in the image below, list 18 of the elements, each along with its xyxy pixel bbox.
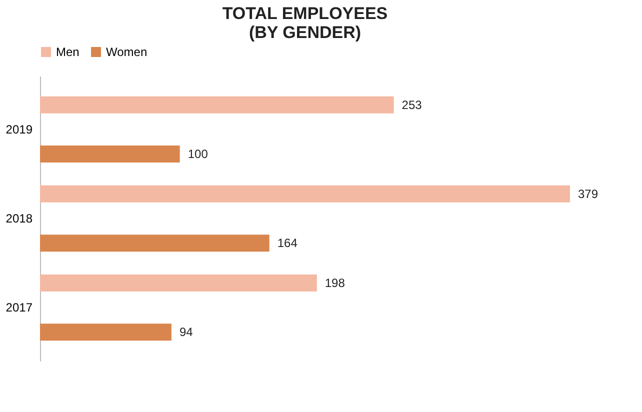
legend-label: Women: [106, 45, 148, 59]
bar: [40, 96, 394, 114]
data-label: 94: [179, 325, 194, 340]
bar: [40, 274, 317, 292]
y-tick-label: 2019: [6, 122, 33, 136]
data-label: 100: [188, 147, 208, 162]
bar: [40, 324, 172, 341]
bar: [40, 234, 270, 252]
data-label: 379: [578, 186, 598, 201]
bar: [40, 185, 570, 202]
data-label: 198: [324, 276, 346, 290]
data-label: 253: [402, 98, 422, 112]
bar: [40, 146, 180, 163]
chart-title: TOTAL EMPLOYEES (BY GENDER): [222, 4, 388, 42]
y-tick-label: 2018: [6, 212, 33, 226]
legend-label: Men: [56, 45, 80, 59]
y-tick-label: 2017: [6, 300, 33, 315]
data-label: 164: [277, 236, 298, 250]
